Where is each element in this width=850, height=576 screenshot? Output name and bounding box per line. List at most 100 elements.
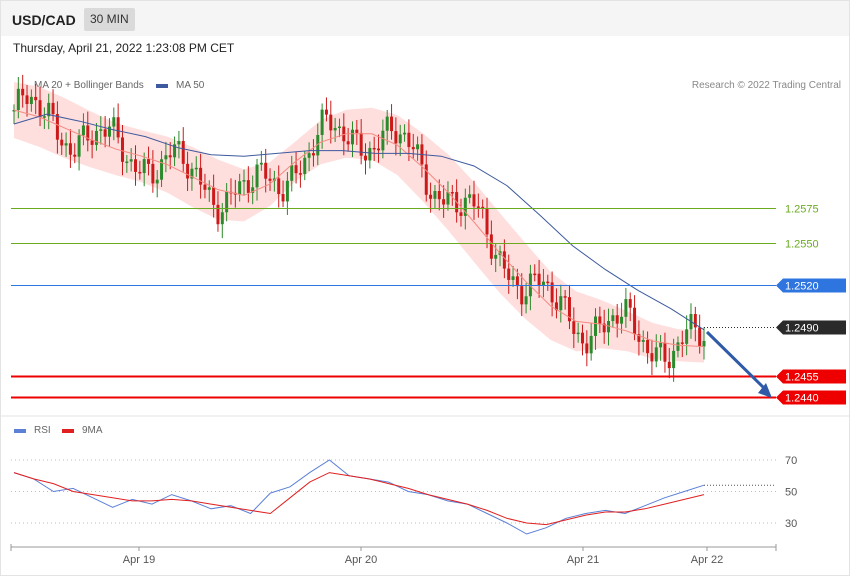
candle-body	[589, 335, 593, 354]
candle-body	[251, 187, 255, 193]
symbol-title: USD/CAD	[12, 12, 76, 28]
candle-body	[238, 181, 242, 195]
candle-body	[381, 130, 385, 151]
candle-body	[107, 126, 111, 137]
candle-body	[112, 117, 116, 127]
forecast-arrow-head	[758, 383, 772, 398]
candle-body	[403, 132, 407, 135]
candle-body	[446, 192, 450, 205]
timestamp: Thursday, April 21, 2022 1:23:08 PM CET	[13, 41, 235, 55]
candle-body	[34, 96, 38, 101]
candle-body	[489, 234, 493, 259]
timeframe-badge[interactable]: 30 MIN	[84, 8, 135, 31]
candle-body	[138, 171, 142, 174]
candle-body	[485, 208, 489, 235]
level-tag-1.2520	[776, 278, 846, 293]
rsi-swatch	[14, 428, 26, 433]
candle-body	[216, 204, 220, 225]
candle-body	[177, 141, 181, 145]
candle-body	[559, 296, 563, 311]
candle-body	[290, 165, 294, 181]
candle-body	[355, 129, 359, 133]
candle-body	[259, 162, 263, 165]
candle-body	[155, 179, 159, 184]
x-tick-Apr-20: Apr 20	[345, 554, 377, 566]
level-label-1.2550: 1.2550	[785, 239, 819, 251]
legend-9ma-label: 9MA	[82, 425, 103, 436]
candle-body	[359, 132, 363, 156]
rsi-tick-30: 30	[785, 518, 797, 530]
candle-body	[628, 299, 632, 308]
candle-body	[637, 334, 641, 342]
level-label-1.2455: 1.2455	[785, 372, 819, 384]
candle-body	[585, 343, 589, 354]
candle-body	[268, 178, 272, 181]
candle-body	[160, 159, 164, 180]
candle-body	[468, 194, 472, 198]
candle-body	[337, 126, 341, 129]
candle-body	[546, 281, 550, 284]
legend-rsi-label: RSI	[34, 425, 51, 436]
candle-body	[680, 342, 684, 344]
candle-body	[567, 297, 571, 322]
candle-body	[186, 163, 190, 179]
candle-body	[90, 140, 94, 145]
candle-body	[86, 125, 90, 141]
candle-body	[320, 109, 324, 135]
candle-body	[264, 162, 268, 179]
candle-body	[329, 114, 333, 131]
candle-body	[685, 329, 689, 344]
x-tick-Apr-19: Apr 19	[123, 554, 155, 566]
candle-body	[633, 307, 637, 335]
candle-body	[212, 187, 216, 205]
legend-ma50-label: MA 50	[176, 80, 205, 91]
candle-body	[385, 116, 389, 131]
candle-body	[168, 155, 172, 158]
candle-body	[654, 347, 658, 362]
candle-body	[390, 116, 394, 132]
candle-body	[181, 141, 185, 164]
candle-body	[64, 143, 68, 146]
candle-body	[47, 102, 51, 117]
candle-body	[693, 314, 697, 328]
candle-body	[594, 316, 598, 336]
ma50-swatch	[156, 83, 168, 88]
candle-body	[294, 165, 298, 174]
candle-body	[537, 273, 541, 286]
candle-body	[207, 187, 211, 190]
candle-body	[285, 180, 289, 202]
candle-body	[220, 212, 224, 225]
candle-body	[281, 194, 285, 202]
candle-body	[194, 167, 198, 170]
candle-body	[476, 206, 480, 208]
candle-body	[624, 299, 628, 317]
candle-body	[459, 212, 463, 216]
candle-body	[672, 350, 676, 369]
candle-body	[641, 339, 645, 342]
legend-ma20-label: MA 20 + Bollinger Bands	[34, 80, 144, 91]
candle-body	[507, 268, 511, 280]
candle-body	[134, 159, 138, 172]
candle-body	[607, 321, 611, 333]
level-label-1.2490: 1.2490	[785, 323, 819, 335]
candle-body	[411, 147, 415, 150]
candle-body	[602, 323, 606, 333]
x-tick-Apr-21: Apr 21	[567, 554, 599, 566]
candle-body	[528, 273, 532, 297]
candle-body	[472, 194, 476, 207]
candle-body	[199, 167, 203, 185]
legend-9ma: 9MA	[62, 425, 103, 436]
level-tag-1.2440	[776, 390, 846, 405]
candle-body	[29, 96, 33, 105]
candle-body	[611, 315, 615, 322]
candle-body	[346, 141, 350, 145]
candle-body	[541, 281, 545, 286]
candle-body	[437, 190, 441, 200]
candle-body	[68, 143, 72, 155]
candle-body	[129, 159, 133, 162]
candle-body	[120, 137, 124, 162]
ma20-line	[13, 109, 705, 348]
forecast-arrow	[705, 330, 767, 391]
ma9-swatch	[62, 428, 74, 433]
